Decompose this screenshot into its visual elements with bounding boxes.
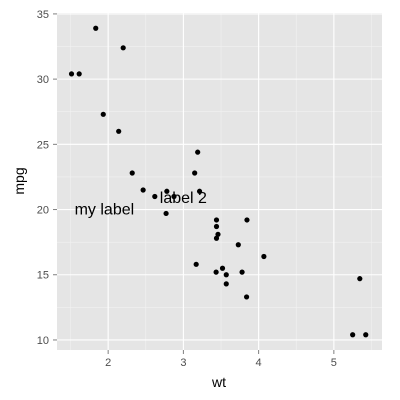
- x-tick-label: 2: [105, 357, 111, 369]
- tick-marks: [53, 13, 335, 354]
- y-tick-label: 30: [37, 74, 49, 86]
- data-point: [195, 149, 201, 155]
- annotation-my-label: my label: [75, 202, 135, 219]
- data-point: [357, 276, 363, 282]
- data-point: [120, 45, 126, 51]
- annotation-label-2: label 2: [160, 190, 207, 207]
- data-point: [68, 71, 75, 77]
- data-point: [350, 332, 356, 338]
- plot-panel: [57, 13, 382, 350]
- y-tick-label: 15: [37, 270, 49, 282]
- data-point: [363, 332, 369, 338]
- data-point: [171, 193, 177, 200]
- data-point: [140, 187, 146, 193]
- data-point: [223, 281, 229, 287]
- data-point: [213, 269, 219, 275]
- points-layer: [68, 25, 369, 338]
- y-axis-title: mpg: [11, 167, 27, 194]
- y-tick-label: 20: [37, 205, 49, 217]
- y-tick-label: 35: [37, 9, 49, 21]
- data-point: [213, 217, 220, 223]
- major-gridlines: [57, 13, 382, 350]
- minor-gridlines: [57, 13, 382, 350]
- data-point: [239, 269, 245, 275]
- data-point: [152, 193, 158, 200]
- data-point: [193, 261, 199, 267]
- data-point: [235, 242, 241, 248]
- data-point: [219, 265, 226, 271]
- data-point: [163, 210, 169, 217]
- data-point: [261, 253, 267, 260]
- data-point: [116, 128, 122, 134]
- data-point: [100, 111, 106, 117]
- data-point: [243, 294, 250, 300]
- y-axis-ticks: 10 15 20 25 30 35: [37, 9, 49, 347]
- data-point: [76, 71, 82, 77]
- x-tick-label: 4: [256, 357, 262, 369]
- y-tick-label: 25: [37, 139, 49, 151]
- x-tick-label: 5: [331, 357, 337, 369]
- data-point: [215, 231, 221, 237]
- y-tick-label: 10: [37, 335, 49, 347]
- data-point: [196, 188, 203, 194]
- x-axis-title: wt: [211, 374, 226, 390]
- x-tick-label: 3: [180, 357, 186, 369]
- data-point: [244, 217, 250, 223]
- data-point: [213, 235, 220, 241]
- data-point: [213, 223, 220, 230]
- x-axis-ticks: 2 3 4 5: [105, 357, 337, 369]
- data-point: [164, 188, 170, 194]
- data-point: [129, 170, 135, 176]
- annotations-layer: my label label 2: [75, 190, 207, 219]
- data-point: [93, 25, 99, 31]
- data-point: [192, 170, 198, 176]
- data-point: [223, 272, 229, 278]
